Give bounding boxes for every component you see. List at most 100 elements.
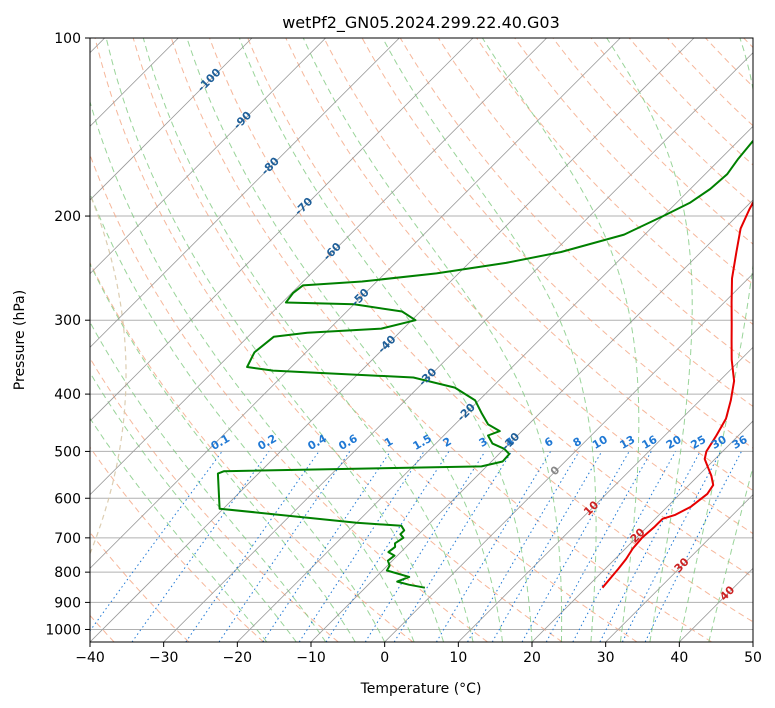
moist-adiabat	[142, 38, 474, 642]
isotherm	[90, 38, 400, 348]
isotherm	[531, 420, 753, 642]
mixing-ratio-line	[644, 451, 742, 642]
y-tick-label: 800	[54, 565, 81, 581]
x-tick-label: 40	[670, 650, 688, 666]
x-tick-label: −40	[75, 650, 105, 666]
isotherm-label: -100	[195, 66, 224, 95]
mixing-ratio-line	[521, 451, 630, 642]
dry-adiabat	[90, 357, 339, 642]
mixing-ratio-line	[262, 451, 391, 642]
moist-adiabat	[382, 38, 597, 642]
mixing-ratio-label: 36	[730, 433, 750, 452]
isotherm	[90, 38, 326, 275]
y-tick-label: 300	[54, 313, 81, 329]
dry-adiabat	[705, 38, 753, 88]
y-tick-label: 1000	[45, 622, 81, 638]
isotherm-label: -10	[499, 430, 522, 453]
mixing-ratio-label: 1	[382, 435, 395, 450]
plot-frame	[89, 37, 754, 643]
mixing-ratio-label: 1.5	[411, 432, 434, 453]
mixing-ratio-label: 30	[709, 433, 729, 452]
y-tick-label: 600	[54, 491, 81, 507]
isotherm	[163, 52, 753, 642]
dry-adiabat	[132, 38, 638, 642]
mixing-ratio-label: 6	[542, 435, 555, 450]
axes: −40 −30 −20 −10 0 10 20 30 40 50 100 200 300 400 500 60…	[45, 31, 762, 666]
dry-adiabat	[476, 38, 753, 326]
x-tick-label: 20	[523, 650, 541, 666]
temperature-profile	[601, 200, 753, 589]
isotherm-label: 20	[628, 525, 648, 545]
dry-adiabat	[667, 38, 753, 127]
x-tick-label: −10	[296, 650, 326, 666]
isotherm-label: -20	[455, 400, 478, 423]
isotherm	[605, 494, 753, 642]
isotherm-label: -70	[292, 195, 315, 218]
dry-adiabat	[323, 38, 753, 492]
y-axis-label: Pressure (hPa)	[12, 290, 28, 390]
y-tick-label: 200	[54, 209, 81, 225]
moist-adiabat	[238, 38, 533, 642]
dry-adiabat	[247, 38, 753, 578]
dry-adiabat	[90, 261, 414, 642]
dry-adiabat	[90, 446, 264, 642]
isotherm	[310, 199, 753, 642]
isotherm-label: -40	[375, 332, 398, 355]
mixing-ratio-label: 13	[618, 433, 638, 452]
mixing-ratio-label: 16	[640, 433, 660, 452]
isotherm	[384, 273, 753, 642]
x-tick-label: 50	[744, 650, 762, 666]
isotherm	[679, 567, 753, 642]
isotherm	[90, 38, 474, 422]
moist-adiabat	[186, 38, 503, 642]
isotherm-label: 40	[717, 583, 737, 603]
mixing-ratio-line	[364, 451, 486, 642]
mixing-ratio-line	[185, 451, 320, 642]
dry-adiabat	[552, 38, 753, 245]
dry-adiabat	[590, 38, 753, 206]
mixing-ratio-label: 25	[689, 433, 709, 452]
mixing-ratio-label: 10	[590, 433, 610, 452]
isotherm-label: -90	[231, 108, 254, 131]
mixing-ratio-line	[218, 451, 351, 642]
moist-adiabats	[90, 38, 753, 642]
x-tick-label: 10	[449, 650, 467, 666]
x-tick-label: −30	[149, 650, 179, 666]
dry-adiabat	[743, 38, 753, 49]
mixing-ratio-line	[298, 451, 425, 642]
isotherm-label: -60	[321, 240, 344, 263]
moist-adiabat	[678, 38, 753, 642]
isotherm-label: -80	[259, 154, 282, 177]
pressure-grid	[90, 38, 753, 630]
dry-adiabat	[94, 38, 563, 642]
mixing-ratio-line	[393, 451, 513, 642]
dry-adiabat	[90, 531, 190, 642]
isotherm	[458, 346, 753, 642]
dewpoint-profile	[216, 139, 753, 589]
y-tick-label: 700	[54, 531, 81, 547]
moist-adiabat	[90, 262, 356, 642]
y-tick-label: 500	[54, 444, 81, 460]
moist-adiabat	[90, 417, 268, 642]
moist-adiabat	[90, 192, 386, 642]
chart-title: wetPf2_GN05.2024.299.22.40.G03	[282, 13, 560, 33]
isotherm-label: 0	[548, 463, 563, 478]
x-tick-label: −20	[223, 650, 253, 666]
moist-adiabat	[105, 38, 445, 642]
y-tick-label: 400	[54, 387, 81, 403]
isotherm	[752, 641, 753, 642]
isotherm-label: 10	[581, 498, 601, 518]
mixing-ratio-line	[435, 451, 552, 642]
mixing-ratio-line	[467, 451, 580, 642]
x-axis-label: Temperature (°C)	[360, 681, 482, 697]
mixing-ratio-line	[599, 451, 701, 642]
isotherm	[90, 38, 547, 496]
y-tick-label: 100	[54, 31, 81, 47]
isotherms	[90, 38, 753, 642]
moist-adiabat	[606, 38, 693, 642]
mixing-ratio-line	[90, 451, 223, 632]
isotherm-label: -30	[416, 365, 439, 388]
dry-adiabat	[170, 38, 712, 642]
moist-adiabat	[90, 371, 297, 642]
